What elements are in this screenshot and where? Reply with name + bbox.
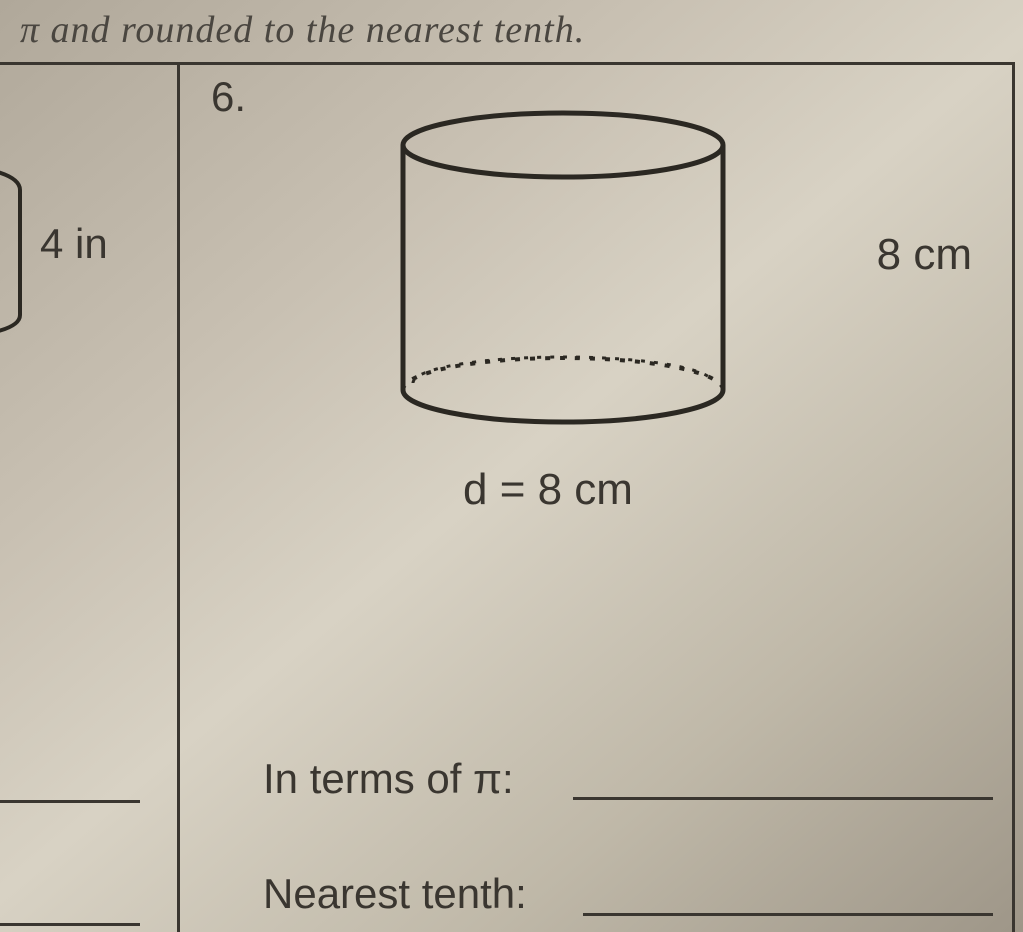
cylinder-diagram — [373, 105, 753, 435]
answer-tenth-blank[interactable] — [583, 913, 993, 916]
worksheet-grid: 4 in 6. 8 cm d = 8 cm In terms of π: Nea… — [0, 62, 1015, 932]
problem-6-cell: 6. 8 cm d = 8 cm In terms of π: Nearest … — [183, 65, 1012, 932]
instruction-text: π and rounded to the nearest tenth. — [20, 8, 585, 52]
previous-height-label: 4 in — [40, 220, 108, 268]
previous-answer-blank-2[interactable] — [0, 923, 140, 926]
answer-pi-blank[interactable] — [573, 797, 993, 800]
previous-problem-column: 4 in — [0, 65, 180, 932]
answer-tenth-label: Nearest tenth: — [263, 870, 527, 918]
previous-answer-blank-1[interactable] — [0, 800, 140, 803]
cylinder-height-label: 8 cm — [877, 230, 972, 280]
cylinder-diameter-label: d = 8 cm — [463, 465, 633, 515]
previous-cylinder-fragment — [0, 165, 30, 335]
question-number: 6. — [211, 73, 246, 121]
answer-pi-label: In terms of π: — [263, 755, 514, 803]
